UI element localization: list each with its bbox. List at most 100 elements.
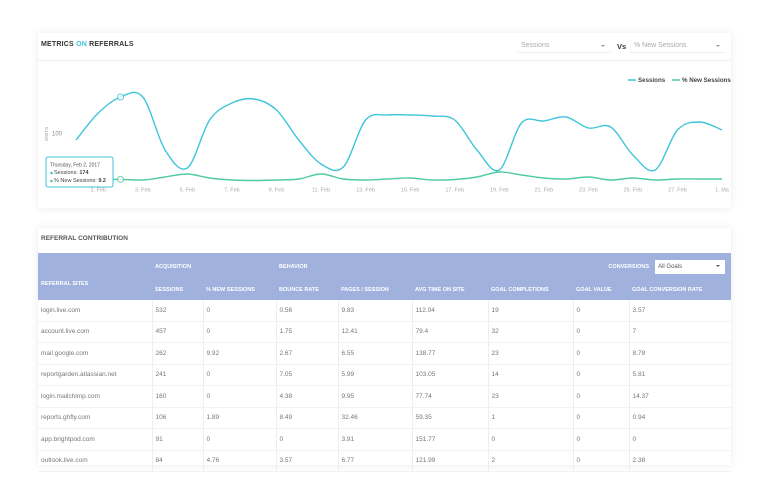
title-word: ON [76, 41, 87, 48]
table-cell: 0 [573, 342, 630, 365]
table-cell: 91 [152, 428, 204, 451]
table-cell: 4.76 [203, 450, 277, 472]
table-cell: 0 [573, 407, 630, 429]
title-word: METRICS [41, 41, 74, 48]
table-cell: 6.77 [338, 450, 413, 472]
table-cell: 103.05 [412, 364, 489, 386]
table-cell: 112.04 [412, 300, 489, 322]
x-tick-label: 9. Feb [269, 187, 285, 193]
tooltip-box [45, 156, 114, 188]
table-cell: 0 [573, 450, 630, 472]
table-row: reports.ghfly.com 106 1.89 8.49 32.46 59.35 1 0… [38, 407, 732, 429]
tooltip-label: % New Sessions: [54, 178, 98, 184]
tooltip-label: Sessions: [54, 170, 79, 176]
table-cell: 1.75 [276, 321, 339, 343]
x-tick-label: 7. Feb [224, 187, 240, 193]
site-cell: login.live.com [38, 300, 153, 322]
column-header: GOAL CONVERSION RATE [629, 280, 732, 300]
table-cell: 262 [152, 342, 204, 365]
divider [38, 60, 731, 61]
table-cell: 0 [203, 364, 277, 386]
table-cell: 106 [152, 407, 204, 429]
table-cell: 1 [488, 407, 574, 429]
versus: Vs [617, 42, 627, 51]
x-tick-label: 25. Feb [624, 187, 643, 193]
table-cell: 7.05 [276, 364, 339, 386]
x-tick-label: 17. Feb [445, 187, 464, 193]
card-title: METRICS ON REFERRALS [41, 41, 134, 48]
table-card: REFERRAL CONTRIBUTION REFERRAL SITES ACQ… [38, 228, 732, 472]
table-row: outlook.live.com 84 4.76 3.57 6.77 121.99 2 0 2.… [38, 450, 732, 472]
goal-select[interactable]: All Goals [655, 259, 726, 274]
x-tick-label: 3. Feb [135, 187, 151, 193]
table-cell: 0 [203, 385, 277, 408]
tooltip-dot [50, 171, 53, 175]
table-cell: 59.35 [412, 407, 489, 429]
table-cell: 0 [573, 300, 630, 322]
table-cell: 5.99 [338, 364, 413, 386]
x-tick-label: 27. Feb [668, 187, 687, 193]
series-line [75, 171, 722, 182]
column-header: PAGES / SESSION [338, 280, 412, 300]
table-cell: 9.83 [338, 300, 413, 322]
column-header: BOUNCE RATE [276, 280, 338, 300]
table-cell: 8.49 [276, 407, 339, 429]
column-header: REFERRAL SITES [38, 253, 152, 300]
tooltip-value: 174 [79, 170, 89, 176]
x-tick-label: 5. Feb [180, 187, 196, 193]
column-header: SESSIONS [152, 280, 203, 300]
table-cell: 0 [573, 364, 630, 386]
group-header: ACQUISITION [152, 253, 276, 280]
column-header: GOAL VALUE [573, 280, 630, 300]
tooltip-line: Sessions: 174 [54, 170, 89, 176]
table-cell: 532 [152, 300, 204, 322]
table-title: REFERRAL CONTRIBUTION [41, 235, 128, 242]
table-cell: 138.77 [412, 342, 489, 365]
tooltip-date: Thursday, Feb 2, 2017 [50, 162, 100, 168]
table-cell: 14 [488, 364, 574, 386]
table-cell: 151.77 [412, 428, 489, 451]
y-tick-label: 100 [52, 132, 63, 138]
chart: VISITS 100 1. Feb 3. Feb 5. Feb 7. Feb 9. Feb 1… [44, 77, 731, 193]
table-cell: 79.4 [412, 321, 489, 343]
site-cell: account.live.com [38, 321, 153, 343]
title-word: REFERRALS [89, 41, 134, 48]
legend-label: Sessions [638, 77, 666, 84]
x-tick-label: 23. Feb [579, 187, 598, 193]
table-cell: 0 [203, 300, 277, 322]
table-cell: 0 [573, 428, 630, 451]
metric-select[interactable]: Sessions [517, 39, 610, 53]
table-cell: 0.94 [629, 407, 732, 429]
table-cell: 2 [488, 450, 574, 472]
table-cell: 77.74 [412, 385, 489, 408]
table-cell: 12.41 [338, 321, 413, 343]
table-cell: 23 [488, 342, 574, 365]
table-row: reportgarden.atlassian.net 241 0 7.05 5.99 10… [38, 364, 732, 386]
table-cell: 14.37 [629, 385, 732, 408]
table-cell: 19 [488, 300, 574, 322]
metric-select[interactable]: % New Sessions [630, 39, 725, 53]
table-row: app.brightpod.com 91 0 0 3.91 151.77 0 0 0 [38, 428, 732, 451]
table-cell: 0 [276, 428, 339, 451]
table-cell: 5.81 [629, 364, 732, 386]
table-cell: 3.57 [276, 450, 339, 472]
x-tick-label: 15. Feb [401, 187, 420, 193]
series-line [75, 91, 723, 172]
table-row: account.live.com 457 0 1.75 12.41 79.4 32 0 7 [38, 321, 732, 343]
table-cell: 3.57 [629, 300, 732, 322]
site-cell: app.brightpod.com [38, 428, 153, 451]
table-cell: 0 [203, 321, 277, 343]
group-header: CONVERSIONS [608, 263, 650, 270]
table-cell: 7 [629, 321, 732, 343]
table-cell: 6.55 [338, 342, 413, 365]
site-cell: outlook.live.com [38, 450, 153, 472]
site-cell: login.mailchimp.com [38, 385, 153, 408]
tooltip-value: 9.2 [98, 178, 106, 184]
table-cell: 8.78 [629, 342, 732, 365]
table-cell: 3.91 [338, 428, 413, 451]
column-header: AVG TIME ON SITE [412, 280, 489, 300]
table-cell: 457 [152, 321, 204, 343]
table-cell: 1.89 [203, 407, 277, 429]
table-cell: 160 [152, 385, 204, 408]
tooltip-line: % New Sessions: 9.2 [54, 178, 106, 184]
